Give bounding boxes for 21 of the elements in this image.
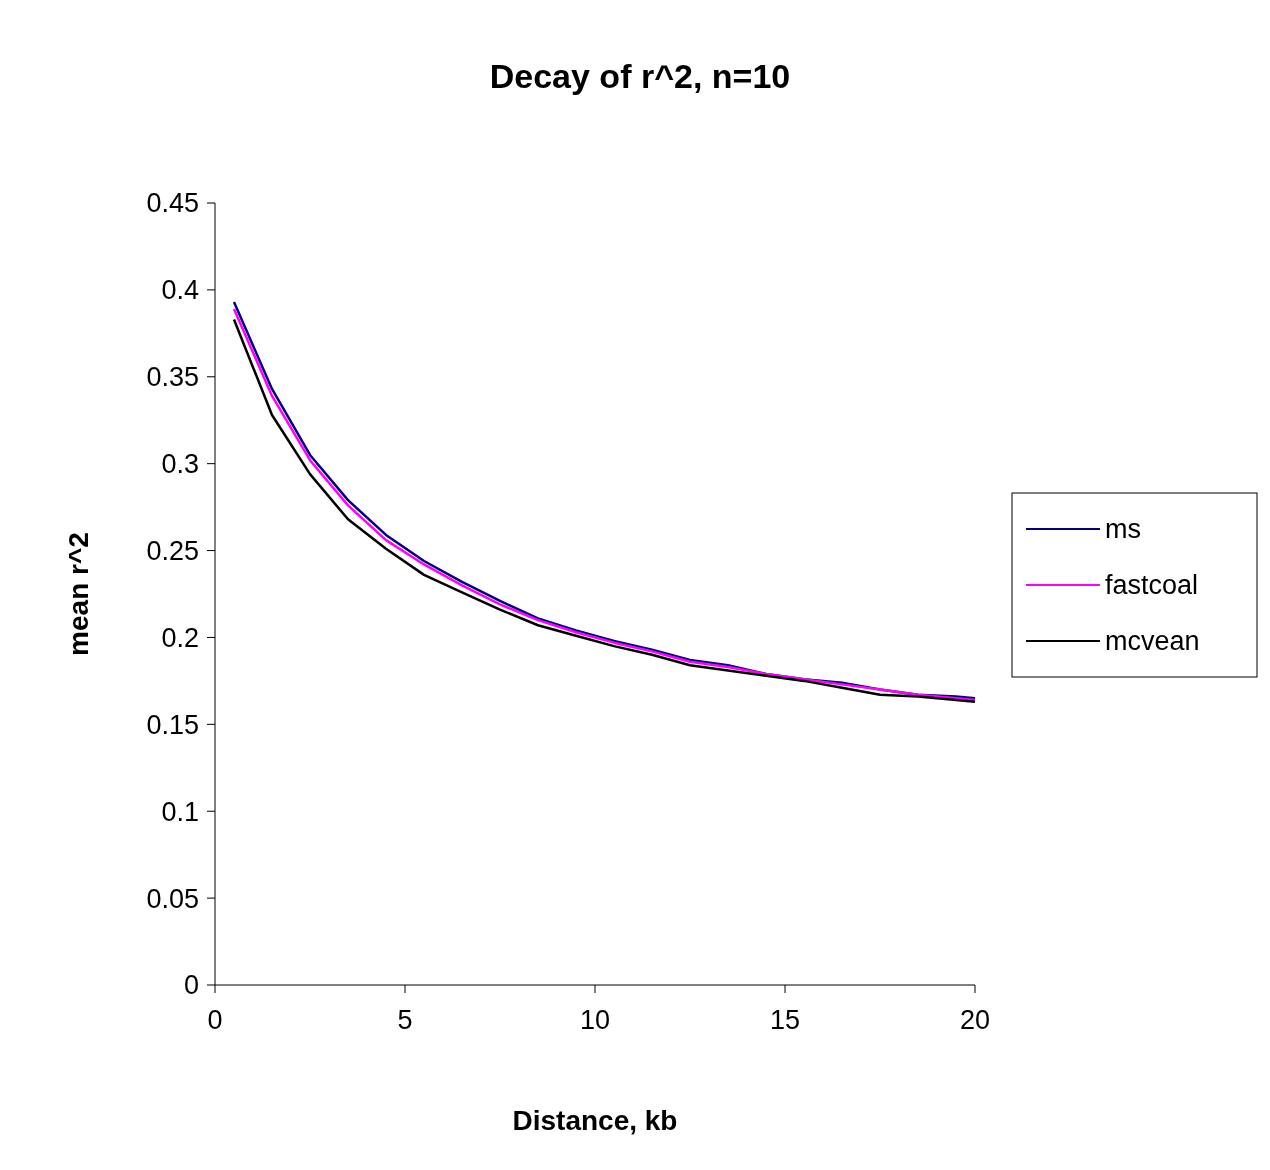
y-tick-label: 0 xyxy=(183,970,199,1001)
y-tick-label: 0.4 xyxy=(161,275,199,306)
y-tick-label: 0.1 xyxy=(161,796,199,827)
y-tick-label: 0.25 xyxy=(146,536,199,567)
legend-label: ms xyxy=(1105,514,1141,545)
y-tick-label: 0.3 xyxy=(161,449,199,480)
x-axis-title: Distance, kb xyxy=(512,1105,678,1136)
y-tick-label: 0.35 xyxy=(146,362,199,393)
x-tick-label: 20 xyxy=(959,1005,991,1035)
x-tick-label: 15 xyxy=(769,1005,801,1035)
x-tick-label: 0 xyxy=(207,1005,223,1035)
x-tick-label: 10 xyxy=(579,1005,611,1035)
y-axis-title: mean r^2 xyxy=(63,532,94,656)
y-tick-label: 0.2 xyxy=(161,622,199,653)
chart-title: Decay of r^2, n=10 xyxy=(489,57,791,95)
x-tick-label: 5 xyxy=(397,1005,413,1035)
legend-label: mcvean xyxy=(1105,626,1200,657)
y-tick-label: 0.45 xyxy=(146,188,199,219)
y-tick-label: 0.15 xyxy=(146,709,199,740)
y-tick-label: 0.05 xyxy=(146,883,199,914)
legend-label: fastcoal xyxy=(1105,570,1199,601)
